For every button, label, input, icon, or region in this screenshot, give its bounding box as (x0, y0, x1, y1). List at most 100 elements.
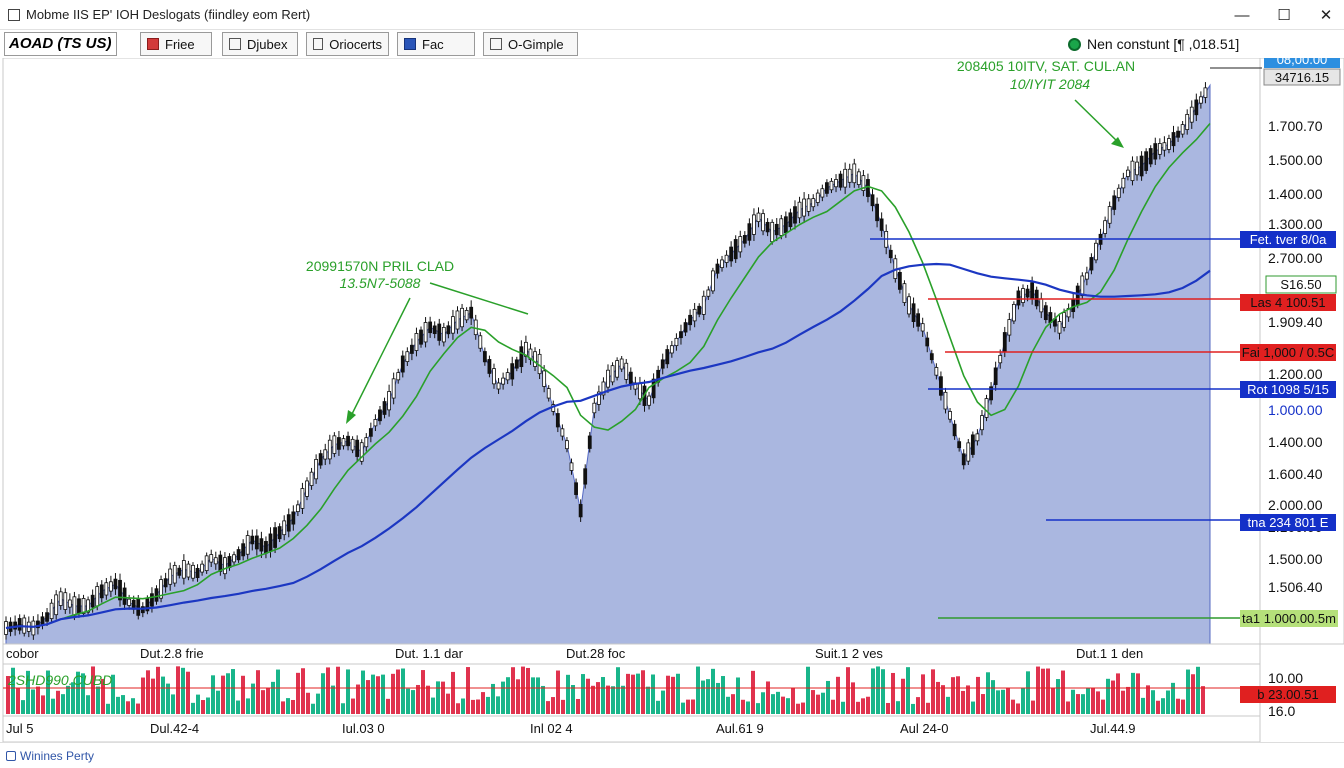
annotation-2-arrowhead (1111, 137, 1124, 148)
top-price-tag-bg (1264, 58, 1340, 68)
candle-body (802, 198, 807, 217)
maximize-button[interactable]: ☐ (1277, 7, 1291, 24)
volume-bar (96, 686, 100, 714)
candle-body (428, 321, 433, 334)
candle-body (998, 355, 1003, 364)
close-button[interactable]: ✕ (1319, 7, 1333, 24)
volume-bar (1071, 689, 1075, 714)
price-tag: S16.50 (1280, 277, 1321, 292)
candle-body (683, 322, 688, 333)
toolbar-button-djubex[interactable]: Djubex (222, 32, 298, 56)
volume-bar (226, 673, 230, 714)
candle-body (970, 434, 975, 455)
candle-body (359, 442, 364, 462)
volume-bar (466, 667, 470, 714)
candle-body (1002, 332, 1007, 352)
candle-body (783, 216, 788, 233)
volume-bar (581, 674, 585, 714)
candle-body (277, 526, 282, 540)
volume-bar (341, 703, 345, 714)
volume-bar (371, 674, 375, 714)
candle-body (90, 594, 95, 608)
candle-body (341, 438, 346, 447)
volume-bar (971, 701, 975, 714)
candle-body (738, 236, 743, 253)
volume-bar (6, 676, 10, 714)
candle-body (1103, 220, 1108, 234)
volume-bar (1021, 687, 1025, 714)
volume-bar (901, 678, 905, 714)
volume-bar (286, 698, 290, 714)
volume-bar (181, 667, 185, 714)
toolbar-button-label: Djubex (247, 36, 288, 52)
volume-bar (491, 683, 495, 714)
candle-body (200, 563, 205, 573)
price-area-fill (5, 83, 1211, 645)
candle-body (227, 556, 232, 568)
minimize-button[interactable]: — (1234, 6, 1250, 24)
toolbar-button-friee[interactable]: Friee (140, 32, 212, 56)
window-titlebar: Mobme IIS EP' IOH Deslogats (fiindley eo… (0, 0, 1344, 30)
candle-body (993, 367, 998, 385)
candle-body (624, 362, 629, 380)
price-chart[interactable]: 20991570N PRIL CLAD 13.5N7-5088 208405 1… (0, 58, 1344, 742)
volume-bar (436, 681, 440, 714)
volume-bar (551, 697, 555, 714)
volume-bar (951, 677, 955, 714)
volume-bar (1131, 672, 1135, 714)
candle-body (186, 563, 191, 578)
volume-bar (996, 690, 1000, 714)
volume-bar (231, 669, 235, 714)
toolbar-button-fac[interactable]: Fac (397, 32, 475, 56)
candle-body (419, 329, 423, 345)
volume-bar (146, 670, 150, 714)
volume-bar (956, 676, 960, 714)
candle-body (45, 612, 49, 622)
candle-body (752, 214, 756, 235)
price-axis-label: 2.000.00 (1268, 497, 1323, 513)
candle-body (40, 616, 45, 625)
volume-bar (456, 703, 460, 714)
volume-bar (111, 674, 115, 714)
candle-body (423, 322, 428, 343)
candle-body (697, 305, 702, 315)
candle-body (451, 316, 455, 334)
x-axis-label: cobor (6, 646, 39, 661)
candle-body (118, 579, 122, 601)
candle-body (1075, 285, 1080, 306)
x-axis-label: Inl 02 4 (530, 721, 573, 736)
candle-body (259, 538, 264, 552)
candle-body (524, 341, 528, 357)
candle-body (314, 458, 319, 480)
volume-bar (886, 702, 890, 714)
candle-body (925, 337, 930, 347)
symbol-selector[interactable]: AOAD (TS US) (4, 32, 117, 56)
x-axis-label: Jul 5 (6, 721, 33, 736)
volume-bar (556, 670, 560, 714)
candle-body (300, 488, 305, 509)
candle-body (720, 259, 724, 269)
candle-body (373, 419, 378, 427)
candle-body (464, 310, 469, 321)
volume-bar (876, 666, 880, 714)
candle-body (1167, 138, 1171, 150)
candle-body (1162, 142, 1167, 151)
footer-text[interactable]: Winines Perty (20, 748, 95, 763)
volume-bar (1111, 680, 1115, 714)
toolbar: AOAD (TS US) Friee Djubex Oriocerts Fac … (0, 30, 1344, 58)
x-axis-label: Dut.2.8 frie (140, 646, 204, 661)
toolbar-button-oriocerts[interactable]: Oriocerts (306, 32, 389, 56)
candle-body (829, 180, 834, 191)
volume-bar (801, 702, 805, 714)
candle-body (555, 413, 560, 428)
toolbar-button-ogimple[interactable]: O-Gimple (483, 32, 578, 56)
volume-bar (276, 669, 280, 714)
volume-bar (731, 694, 735, 714)
candle-body (77, 598, 81, 614)
candle-body (332, 435, 337, 454)
candle-body (957, 441, 962, 449)
volume-bar (156, 666, 160, 714)
volume-bar (401, 668, 405, 714)
price-axis-label: 1.700.70 (1268, 118, 1323, 134)
candle-body (669, 345, 674, 354)
